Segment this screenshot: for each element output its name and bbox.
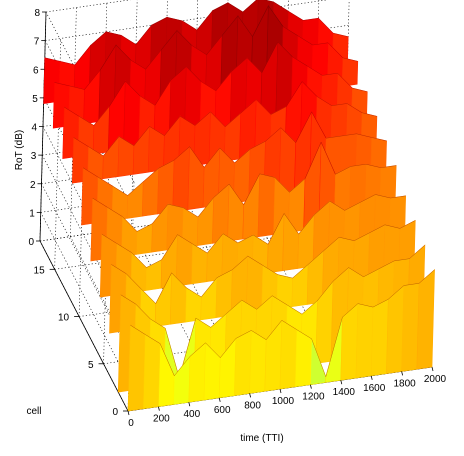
x-tick-label: 1000 — [272, 396, 295, 407]
surface-patch — [136, 223, 153, 255]
x-tick-label: 1400 — [333, 387, 356, 398]
surface-patch — [200, 276, 218, 321]
surface-row-cell-0 — [127, 269, 435, 412]
x-tick-label: 200 — [153, 414, 170, 425]
back-wall-grid-line-x — [70, 7, 77, 237]
surface-patch — [126, 181, 144, 219]
z-tick-label: 4 — [31, 123, 37, 134]
surface-patch — [416, 269, 435, 370]
x-tick-mark — [218, 397, 221, 402]
x-tick-label: 0 — [128, 418, 134, 429]
surface-patch — [401, 282, 420, 372]
tick-labels-layer: 0 200 400 600 800 1000 1200 1400 1600 1800 2000 0 5 1… — [28, 8, 446, 429]
x-tick-label: 800 — [244, 400, 261, 411]
y-tick-label: 15 — [34, 265, 46, 276]
x-tick-mark — [158, 406, 160, 411]
side-wall-grid-line-z — [40, 212, 130, 383]
surface-ridge-line — [63, 41, 368, 126]
surface-patch — [291, 263, 309, 308]
surface-patch — [370, 298, 389, 377]
x-tick-label: 600 — [214, 405, 231, 416]
side-wall-grid-line-z — [41, 183, 130, 354]
surface-patch — [185, 287, 202, 323]
surface-patch — [257, 173, 276, 238]
x-tick-label: 1600 — [363, 383, 386, 394]
x-tick-mark — [431, 366, 434, 372]
z-tick-label: 7 — [34, 37, 40, 48]
surface-ridge-line — [120, 244, 426, 379]
x-axis-label: time (TTI) — [240, 433, 283, 444]
surface-ridge-line — [44, 0, 349, 66]
x-tick-mark — [188, 402, 191, 407]
z-tick-label: 8 — [34, 8, 40, 19]
side-wall-grid-line-z — [41, 154, 131, 326]
y-tick-label: 5 — [88, 360, 94, 371]
z-tick-label: 3 — [31, 151, 37, 162]
surface-patch — [127, 324, 146, 412]
x-tick-label: 1200 — [302, 392, 325, 403]
z-tick-label: 6 — [33, 65, 39, 76]
back-wall-grid-line-x — [130, 0, 138, 228]
surface-ridge-line — [82, 111, 387, 196]
x-tick-mark — [249, 393, 251, 398]
surface-ridge-line — [111, 220, 416, 305]
surface-patch — [145, 259, 163, 291]
y-tick-label: 0 — [112, 407, 118, 418]
z-axis-label: RoT (dB) — [14, 130, 25, 170]
surface-patch — [294, 329, 312, 388]
surface-ridge-line — [130, 269, 435, 378]
x-tick-mark — [310, 384, 312, 389]
surface-row-cell-4 — [109, 219, 416, 334]
back-wall-grid-line-z — [45, 0, 329, 41]
surface-patch — [279, 319, 298, 390]
x-tick-mark — [370, 375, 373, 380]
surface-layer — [43, 0, 435, 412]
surface-patch — [191, 243, 208, 285]
z-tick-label: 5 — [32, 94, 38, 105]
surface-patch — [355, 303, 374, 379]
x-tick-label: 1800 — [393, 378, 416, 389]
x-tick-label: 400 — [183, 409, 200, 420]
surface-patch — [173, 355, 191, 405]
surface-patch — [234, 329, 252, 396]
z-tick-label: 0 — [28, 237, 34, 248]
x-tick-label: 2000 — [424, 374, 447, 385]
x-tick-mark — [401, 371, 403, 376]
surface-ridge-line — [92, 141, 397, 232]
y-tick-label: 10 — [58, 313, 70, 324]
surface-patch — [142, 333, 161, 410]
surface-patch — [249, 329, 267, 394]
z-tick-label: 2 — [30, 180, 36, 191]
surface-ridge-line — [101, 194, 406, 268]
z-tick-label: 1 — [29, 208, 35, 219]
x-tick-mark — [127, 410, 130, 416]
x-tick-mark — [279, 388, 282, 394]
back-wall-grid-line-z — [45, 0, 132, 13]
surface-ridge-line — [54, 5, 358, 90]
surface-ridge-line — [73, 81, 377, 157]
x-tick-mark — [340, 380, 343, 385]
y-axis-label: cell — [26, 406, 41, 417]
